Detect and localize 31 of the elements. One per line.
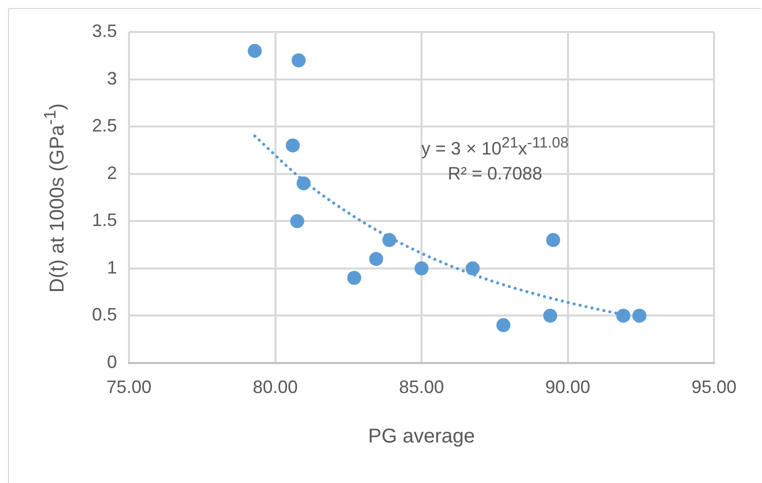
y-tick-label: 2.5: [92, 116, 117, 136]
annotation: R² = 0.7088: [448, 164, 542, 184]
point: [290, 214, 304, 228]
x-tick-label: 95.00: [691, 376, 737, 397]
point: [466, 261, 480, 276]
point: [248, 44, 262, 58]
x-tick-label: 75.00: [106, 376, 152, 397]
annotation: y = 3 × 10$^{21}$x$^{-11.08}$: [421, 134, 569, 160]
y-tick-label: 0: [106, 352, 117, 372]
y-tick-label: 3: [106, 68, 117, 88]
point: [369, 252, 384, 266]
point: [543, 308, 558, 323]
x-tick-label: 85.00: [398, 376, 444, 397]
point: [632, 308, 646, 323]
y-tick-label: 3.5: [92, 20, 117, 41]
point: [347, 270, 362, 285]
y-tick-label: 0.5: [92, 304, 117, 325]
point: [546, 233, 560, 248]
x-tick-label: 90.00: [545, 376, 590, 397]
y-tick-label: 1: [106, 257, 117, 278]
point: [616, 308, 630, 323]
y-tick-label: 1.5: [92, 210, 117, 230]
point: [292, 53, 306, 68]
point: [296, 176, 311, 190]
point: [496, 318, 510, 332]
x-axis-title: PG average: [368, 426, 475, 448]
point: [414, 261, 428, 276]
x-tick-label: 80.00: [252, 376, 298, 397]
point: [286, 138, 300, 152]
y-tick-label: 2: [106, 162, 117, 183]
point: [382, 233, 396, 248]
